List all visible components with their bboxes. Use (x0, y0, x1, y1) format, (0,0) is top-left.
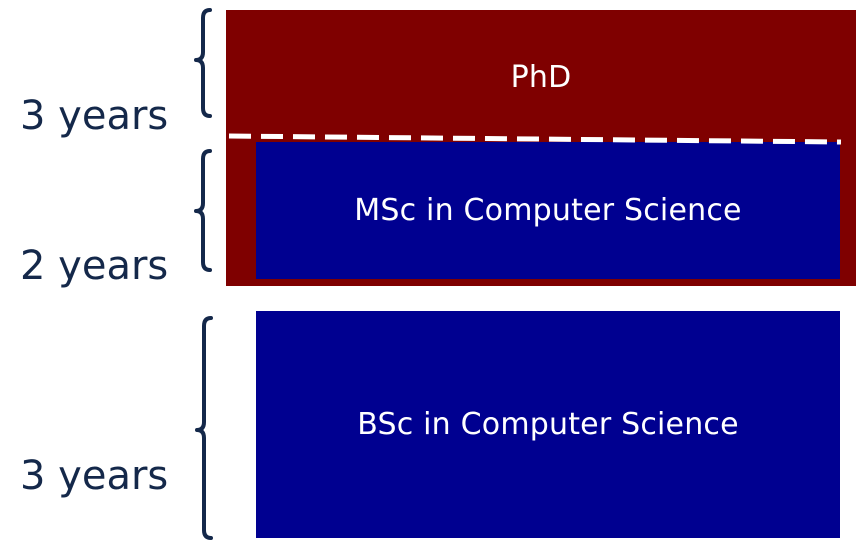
msc-duration-label: 2 years (20, 243, 169, 289)
bsc-label: BSc in Computer Science (357, 407, 739, 442)
bsc-duration-label: 3 years (20, 453, 169, 499)
msc-duration-bracket (194, 149, 212, 272)
msc-box: MSc in Computer Science (256, 142, 840, 279)
msc-label: MSc in Computer Science (354, 193, 742, 228)
phd-label: PhD (510, 60, 572, 95)
bsc-box: BSc in Computer Science (256, 311, 840, 538)
phd-duration-bracket (194, 8, 212, 118)
bsc-duration-bracket (195, 316, 213, 540)
phd-duration-label: 3 years (20, 93, 169, 139)
